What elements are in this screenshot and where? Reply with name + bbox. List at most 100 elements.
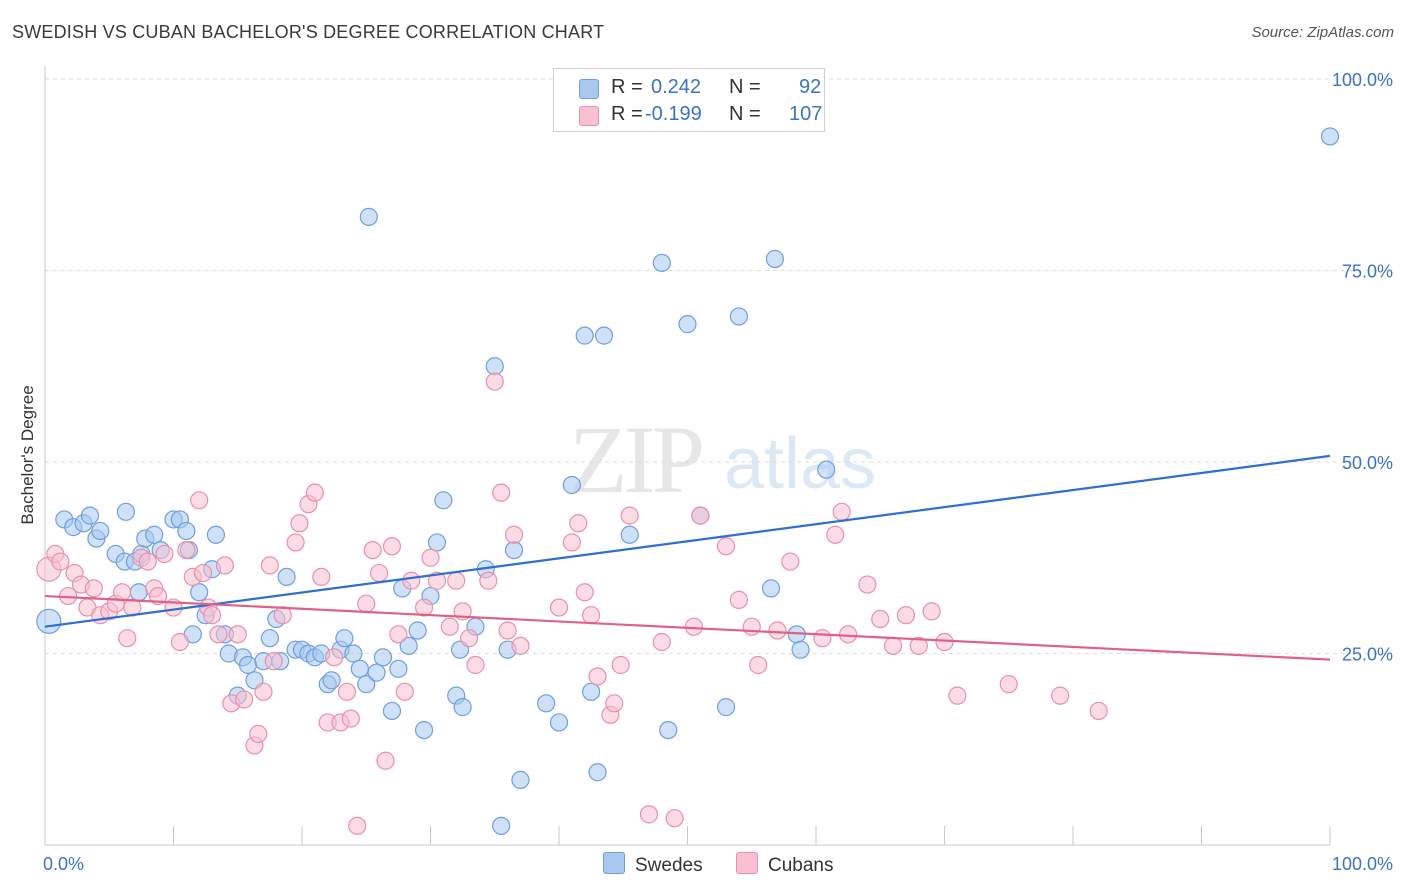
data-point [665,809,684,828]
data-point [382,537,402,556]
x-tick-label: 0.0% [43,854,84,874]
data-point [286,533,305,552]
data-point [427,571,447,590]
data-point [359,207,378,226]
data-point [498,621,517,640]
correlation-legend: R = 0.242 N = 92 R = -0.199 N = 107 [553,68,825,132]
data-point [129,583,148,602]
data-point [652,632,671,652]
source-label: Source: ZipAtlas.com [1251,24,1394,41]
data-point [389,659,408,678]
data-point [138,552,157,571]
y-axis-label: Bachelor's Degree [18,385,37,525]
bottom-legend-swedes: Swedes [603,852,703,877]
data-point [999,675,1018,694]
data-point [562,475,581,495]
data-point [684,617,704,636]
data-point [549,598,569,617]
data-point [1089,701,1108,721]
data-point [260,629,279,648]
data-point [485,372,504,391]
data-point [639,805,659,824]
data-point [871,609,890,629]
data-point [948,686,967,705]
data-point [148,586,168,606]
y-tick-label: 100.0% [1332,70,1393,90]
data-point [206,525,226,544]
data-point [190,583,209,602]
data-point [582,606,601,625]
trendline-cubans [44,594,1331,661]
data-point [742,617,761,636]
data-point [357,675,376,694]
data-point [341,709,360,728]
legend-r-label: R = [611,103,643,125]
data-point [678,315,697,334]
y-tick-label: 75.0% [1342,262,1393,282]
data-point [155,544,174,564]
data-point [177,521,196,541]
data-point [402,571,421,590]
data-point [376,751,395,770]
data-point [826,525,845,544]
data-point [235,690,254,709]
data-point [382,701,402,721]
watermark-zip: ZIP [569,406,702,513]
data-point [453,698,472,717]
data-point [337,682,357,701]
data-point [504,540,524,560]
data-point [254,682,273,701]
data-point [84,579,103,598]
data-point [363,540,382,560]
data-point [575,326,594,345]
data-point [562,533,581,552]
data-point [832,502,851,521]
data-point [209,625,228,644]
data-point [170,632,190,652]
data-point [322,671,341,690]
data-point [348,816,367,835]
data-point [791,640,810,659]
data-point [373,648,393,667]
bottom-swatch-cubans [736,852,758,874]
data-point [620,525,639,544]
data-point [716,698,736,717]
data-point [479,571,498,590]
data-point [492,483,511,502]
data-point [729,590,749,609]
data-point [277,567,296,587]
data-point [193,563,213,583]
data-point [729,307,749,326]
data-point [749,655,768,675]
data-point [511,636,530,655]
data-point [238,655,258,675]
data-point [408,621,427,640]
data-point [36,608,62,634]
legend-n-value: 92 [799,76,822,98]
data-point [839,625,858,644]
data-point [190,491,209,510]
data-point [858,575,877,594]
data-point [896,606,916,625]
data-point [325,648,344,667]
data-point [652,253,671,272]
legend-r-label: R = [611,76,643,98]
data-point [817,460,836,479]
bottom-legend-label: Swedes [635,855,703,876]
data-point [305,483,324,502]
data-point [935,632,954,652]
data-point [290,514,309,533]
data-point [273,606,292,625]
data-point [145,525,164,544]
data-point [370,563,389,583]
data-point [511,770,530,789]
data-point [434,491,453,510]
data-point [761,579,781,598]
data-point [421,548,440,567]
legend-r-value: 0.242 [651,76,702,98]
data-point [202,606,222,625]
data-point [768,621,787,640]
bottom-legend-cubans: Cubans [736,852,834,877]
data-point [312,567,331,587]
